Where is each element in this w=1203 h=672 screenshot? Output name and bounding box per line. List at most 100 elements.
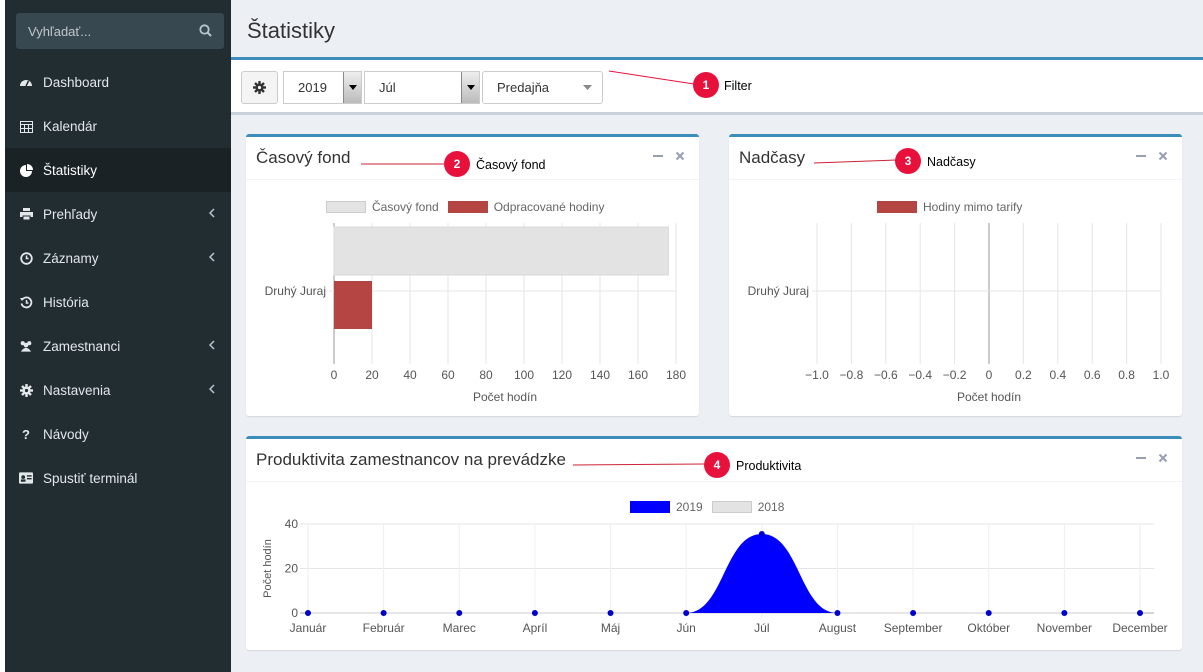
x-tick-label: 60 [441, 368, 455, 382]
month-select[interactable]: Júl [364, 71, 480, 104]
chevron-left-icon [209, 384, 215, 394]
data-point [1061, 610, 1068, 616]
produktivita-box-title: Produktivita zamestnancov na prevádzke [256, 450, 566, 469]
box-tools [1136, 453, 1168, 463]
close-icon[interactable] [1158, 151, 1168, 161]
search-input[interactable] [16, 13, 224, 49]
chevron-down-icon [461, 72, 479, 103]
fond-chart: 0 20 40 60 80 100 120 140 160 180 Druhý Juraj Počet… [265, 223, 686, 404]
store-select[interactable]: Predajňa [482, 71, 603, 104]
sidebar-item-navody[interactable]: ? Návody [5, 412, 231, 456]
year-select[interactable]: 2019 [283, 71, 362, 104]
annotation-badge: 1 [693, 72, 719, 98]
sidebar: Dashboard Kalendár Štatistiky Prehľady Z… [0, 0, 231, 672]
gear-icon [253, 81, 266, 94]
sidebar-item-label: Návody [43, 426, 89, 442]
annotation-badge: 3 [895, 148, 921, 174]
x-tick-label: 20 [365, 368, 379, 382]
legend-label: Hodiny mimo tarify [923, 200, 1023, 214]
data-point [834, 610, 841, 616]
x-tick-label: −0.6 [874, 368, 898, 382]
x-tick-label: 0 [986, 368, 993, 382]
sidebar-item-nastavenia[interactable]: Nastavenia [5, 368, 231, 412]
filter-settings-button[interactable] [241, 71, 278, 104]
x-tick-label: 0 [331, 368, 338, 382]
x-tick-label: Október [967, 621, 1010, 635]
search-icon[interactable] [199, 24, 212, 37]
id-card-icon [19, 471, 33, 485]
month-value: Júl [379, 80, 396, 95]
y-tick-label: 20 [285, 562, 299, 576]
x-tick-label: 0.4 [1049, 368, 1066, 382]
sidebar-item-label: Záznamy [43, 250, 99, 266]
x-tick-label: 40 [403, 368, 417, 382]
annotation-label: Produktivita [736, 459, 802, 473]
legend-swatch [326, 201, 366, 213]
x-tick-label: −1.0 [805, 368, 829, 382]
fond-box-title: Časový fond [256, 148, 351, 167]
calendar-icon [19, 119, 33, 133]
box-divider [246, 481, 1182, 482]
annotation-label: Filter [724, 79, 752, 93]
gear-icon [19, 383, 33, 397]
x-tick-label: 160 [628, 368, 648, 382]
legend-label: Odpracované hodiny [493, 200, 605, 214]
dashboard-icon [19, 75, 33, 89]
box-tools [1136, 151, 1168, 161]
chevron-left-icon [209, 208, 215, 218]
x-tick-label: 100 [514, 368, 534, 382]
x-tick-label: Február [363, 621, 405, 635]
chart-legend: 2019 2018 [630, 500, 784, 514]
sidebar-item-dashboard[interactable]: Dashboard [5, 60, 231, 104]
close-icon[interactable] [675, 151, 685, 161]
x-tick-label: August [819, 621, 857, 635]
legend-label: Časový fond [372, 200, 439, 214]
box-tools [653, 151, 685, 161]
chevron-down-icon [343, 72, 361, 103]
sidebar-item-kalendar[interactable]: Kalendár [5, 104, 231, 148]
sidebar-item-historia[interactable]: História [5, 280, 231, 324]
data-point [985, 610, 992, 616]
x-tick-label: 0.8 [1118, 368, 1135, 382]
y-tick-label: 40 [285, 517, 299, 531]
minimize-icon[interactable] [1136, 453, 1146, 463]
x-tick-label: 140 [590, 368, 610, 382]
x-axis-label: Počet hodín [957, 390, 1021, 404]
question-icon: ? [22, 426, 30, 442]
legend-swatch [630, 501, 670, 513]
close-icon[interactable] [1158, 453, 1168, 463]
content-header: Štatistiky [231, 0, 1203, 60]
produktivita-chart: 0 20 40 Január Február Marec Apríl Máj Jún Júl Aug… [262, 517, 1168, 635]
nadcasy-chart: −1.0 −0.8 −0.6 −0.4 −0.2 0 0.2 0.4 0.6 0.8 1.0 Druh… [748, 223, 1170, 404]
minimize-icon[interactable] [1136, 151, 1146, 161]
legend-swatch [877, 201, 917, 213]
annotation-badge: 4 [704, 452, 730, 478]
x-tick-label: Jún [677, 621, 696, 635]
x-tick-label: 120 [552, 368, 572, 382]
x-tick-label: −0.4 [908, 368, 932, 382]
legend-swatch [447, 201, 488, 213]
print-icon [19, 207, 33, 221]
sidebar-item-zamestnanci[interactable]: Zamestnanci [5, 324, 231, 368]
x-tick-label: Júl [754, 621, 769, 635]
chart-legend: Časový fond Odpracované hodiny [326, 200, 604, 214]
x-tick-label: 80 [479, 368, 493, 382]
year-value: 2019 [298, 80, 327, 95]
sidebar-item-label: Štatistiky [43, 162, 98, 178]
sidebar-item-prehlady[interactable]: Prehľady [5, 192, 231, 236]
sidebar-item-zaznamy[interactable]: Záznamy [5, 236, 231, 280]
sidebar-item-terminal[interactable]: Spustiť terminál [5, 456, 231, 500]
sidebar-item-statistiky[interactable]: Štatistiky [5, 148, 231, 192]
minimize-icon[interactable] [653, 151, 663, 161]
category-label: Druhý Juraj [748, 284, 809, 298]
data-point [1137, 610, 1143, 616]
x-tick-label: −0.2 [943, 368, 967, 382]
x-tick-label: November [1037, 621, 1092, 635]
legend-label: 2018 [757, 500, 785, 514]
bar [333, 226, 669, 276]
data-point [607, 610, 614, 616]
data-point [305, 610, 311, 616]
data-point [910, 610, 917, 616]
y-tick-label: 0 [291, 606, 298, 620]
